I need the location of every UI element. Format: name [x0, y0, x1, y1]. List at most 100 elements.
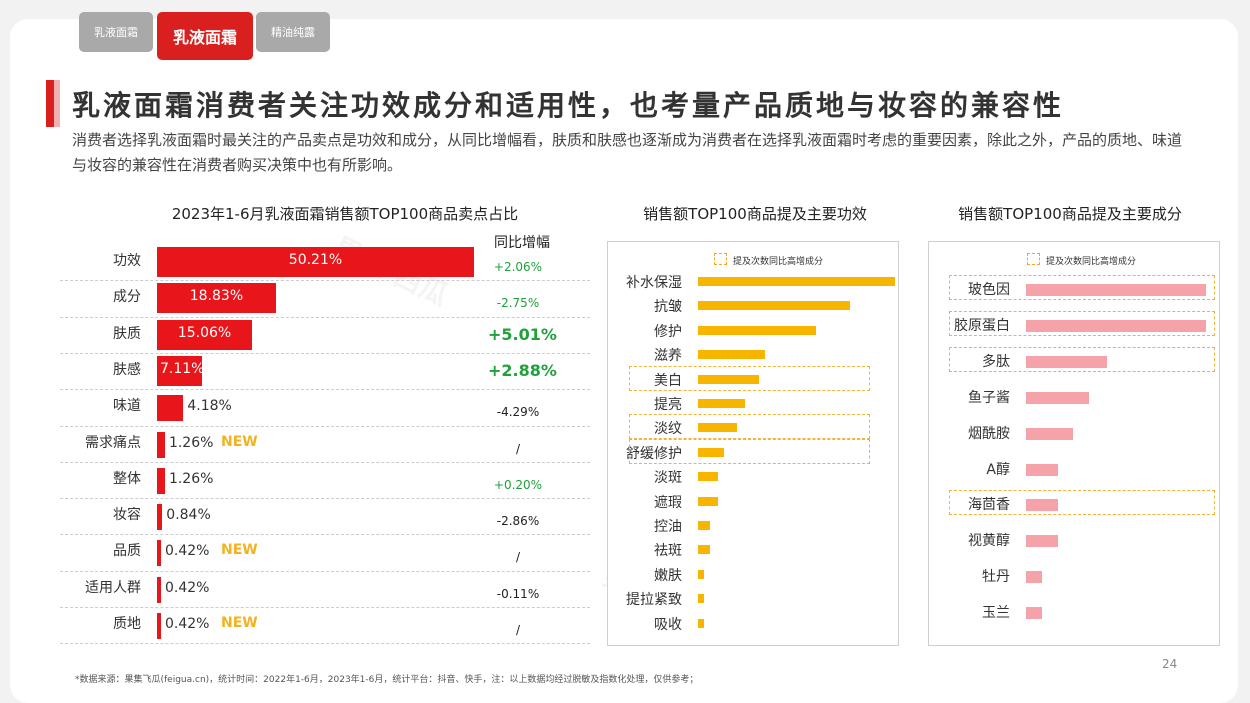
chart2-category-label: 遮瑕 [654, 494, 682, 511]
chart1-title: 2023年1-6月乳液面霜销售额TOP100商品卖点占比 [171, 205, 519, 223]
chart1-value-label: 0.42% [165, 543, 210, 560]
chart2-bar [698, 374, 760, 384]
chart1-category-label: 需求痛点 [85, 434, 141, 451]
chart3-category-label: 鱼子酱 [968, 389, 1010, 406]
chart1-value-label: 15.06% [177, 324, 232, 341]
chart2-bar [698, 569, 704, 579]
chart1-value-label: 1.26% [168, 470, 214, 487]
chart1-bar [157, 319, 253, 350]
chart1-new-tag: NEW [221, 433, 258, 450]
chart1-yoy-value: -2.75% [496, 296, 540, 311]
chart1-yoy-value: / [515, 623, 521, 637]
chart2-highlight-box [629, 438, 870, 464]
chart2-category-label: 淡斑 [654, 470, 682, 487]
chart1-value-label: 4.18% [187, 398, 232, 415]
chart1-category-label: 品质 [113, 543, 141, 560]
chart1-yoy-value: / [515, 441, 521, 456]
chart1-bar [157, 576, 161, 603]
chart3-title: 销售额TOP100商品提及主要成分 [958, 205, 1182, 223]
chart1-row-divider [60, 389, 590, 391]
chart1-bar [157, 283, 276, 314]
chart3-highlight-box [949, 346, 1215, 372]
chart2-bar [698, 594, 704, 604]
chart1-row-divider [60, 498, 590, 500]
chart1-row-divider [60, 607, 590, 608]
chart1-bar [157, 355, 202, 386]
chart3-category-label: 海茴香 [968, 497, 1010, 514]
chart3-bar [1026, 571, 1043, 584]
chart2-bar [698, 325, 817, 335]
chart1-bar [157, 504, 163, 531]
chart1-yoy-value: +5.01% [488, 324, 557, 344]
chart3-bar [1026, 391, 1089, 404]
tab-emulsion-cream-active[interactable]: 乳液面霜 [157, 12, 253, 60]
chart1-value-label: 0.42% [165, 616, 210, 632]
chart2-category-label: 舒缓修护 [626, 445, 682, 462]
chart1-row-divider [60, 534, 590, 536]
page-subtitle: 消费者选择乳液面霜时最关注的产品卖点是功效和成分，从同比增幅看，肤质和肤感也逐渐… [72, 131, 1183, 174]
chart1-row-divider [60, 643, 590, 645]
chart1-value-label: 18.83% [189, 288, 244, 305]
title-accent-bar [46, 80, 54, 127]
chart2-legend-swatch [714, 253, 727, 265]
chart1-yoy-value: +2.06% [493, 260, 543, 274]
chart1-yoy-header: 同比增幅 [494, 235, 550, 251]
chart3-bar [1026, 535, 1059, 548]
chart1-row-divider [60, 352, 590, 354]
chart1-value-label: 0.84% [166, 507, 211, 524]
chart3-panel [928, 241, 1220, 646]
chart2-category-label: 滋养 [654, 348, 682, 365]
chart2-category-label: 修护 [654, 323, 682, 340]
chart1-bar [157, 247, 474, 277]
chart1-value-label: 1.26% [168, 434, 214, 451]
chart1-yoy-value: +2.88% [488, 360, 557, 380]
chart1-row-divider [60, 461, 590, 463]
chart3-bar [1026, 463, 1059, 476]
chart1-value-label: 0.42% [165, 579, 210, 596]
chart1-category-label: 质地 [113, 616, 141, 632]
page-number: 24 [1162, 657, 1178, 671]
chart1-category-label: 成分 [113, 289, 141, 306]
chart2-bar [698, 496, 718, 506]
chart1-bar [157, 467, 165, 494]
chart3-bar [1026, 427, 1073, 440]
chart2-category-label: 淡纹 [654, 421, 682, 438]
chart2-bar [698, 301, 850, 311]
chart1-category-label: 妆容 [113, 507, 141, 524]
chart3-bar [1026, 499, 1059, 512]
chart3-highlight-box [949, 275, 1215, 300]
chart2-category-label: 祛斑 [654, 543, 682, 560]
chart3-category-label: 胶原蛋白 [954, 317, 1010, 334]
chart2-bar [698, 447, 724, 457]
chart1-row-divider [60, 280, 590, 282]
chart2-bar [698, 472, 718, 482]
chart3-highlight-box [949, 310, 1215, 336]
chart1-yoy-value: +0.20% [493, 477, 543, 492]
chart1-category-label: 肤质 [113, 325, 141, 342]
chart1-yoy-value: / [515, 550, 521, 565]
chart3-highlight-box [949, 490, 1215, 516]
tab-emulsion-cream[interactable]: 乳液面霜 [79, 12, 153, 52]
chart2-bar [698, 545, 710, 555]
chart3-category-label: 牡丹 [982, 569, 1010, 586]
chart3-bar [1026, 319, 1206, 332]
chart1-value-label: 50.21% [288, 252, 343, 268]
chart3-category-label: 玉兰 [982, 605, 1010, 622]
tab-essential-oil[interactable]: 精油纯露 [256, 12, 330, 52]
chart1-bar [157, 613, 161, 639]
chart3-legend-swatch [1027, 253, 1040, 265]
chart2-category-label: 提拉紧致 [626, 592, 682, 609]
chart1-row-divider [60, 316, 590, 318]
chart2-highlight-box [629, 365, 870, 391]
chart2-title: 销售额TOP100商品提及主要功效 [643, 205, 867, 223]
chart1-bar [157, 395, 184, 422]
chart3-legend-label: 提及次数同比高增成分 [1046, 257, 1137, 267]
chart2-bar [698, 618, 704, 628]
chart1-bar [157, 540, 161, 567]
chart2-category-label: 嫩肤 [654, 567, 682, 584]
footnote: *数据来源：果集飞瓜(feigua.cn)，统计时间：2022年1-6月，202… [75, 675, 699, 685]
chart2-category-label: 美白 [654, 372, 682, 389]
chart1-new-tag: NEW [221, 542, 258, 559]
chart1-category-label: 功效 [113, 253, 141, 269]
chart2-bar [698, 350, 765, 360]
